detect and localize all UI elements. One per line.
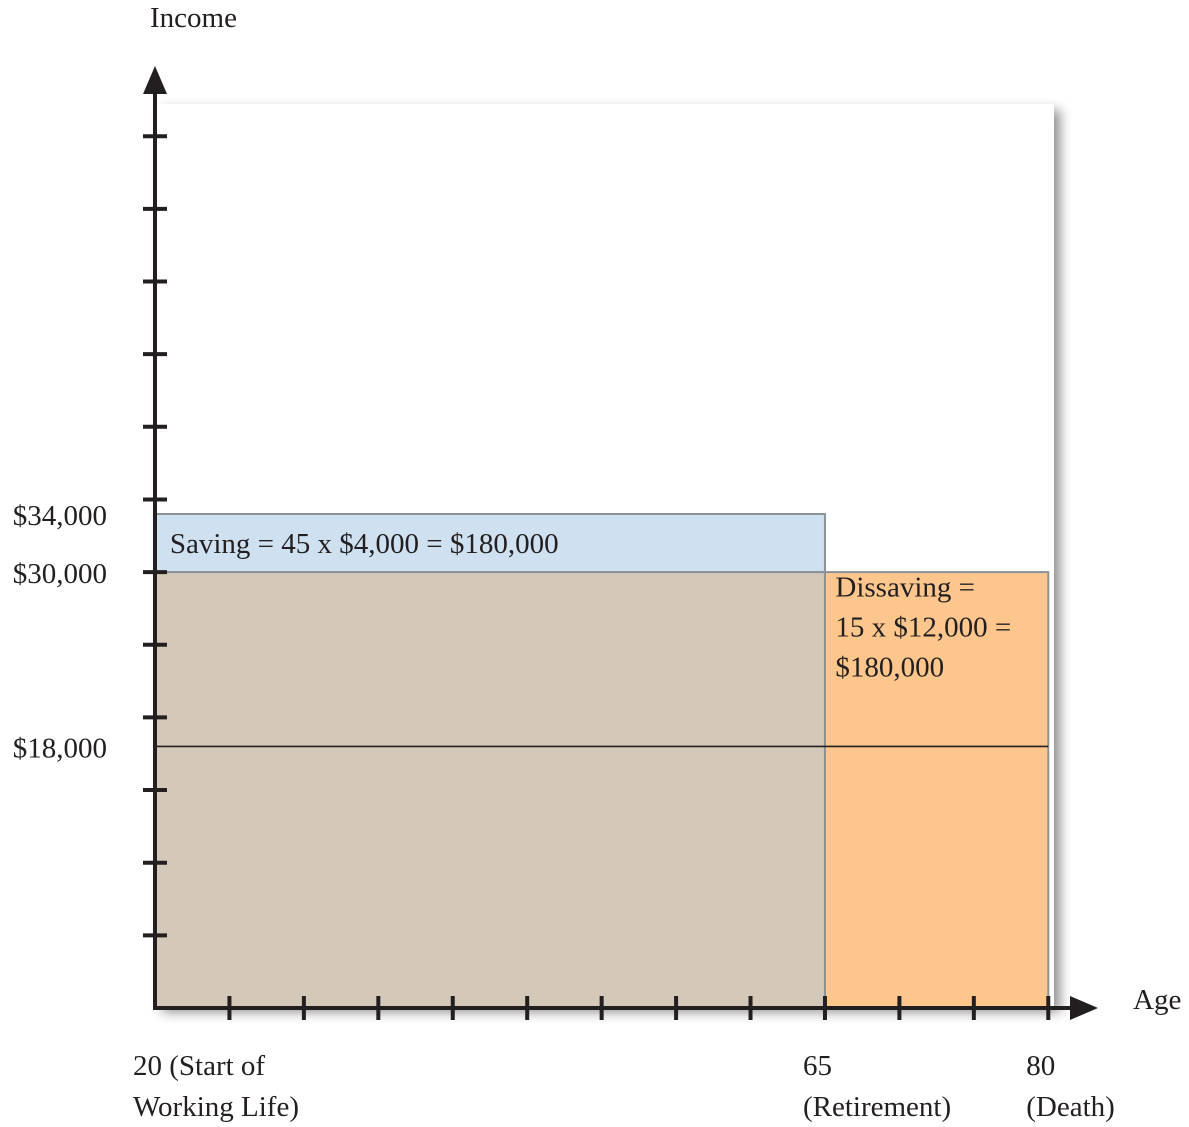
y-tick-label: $30,000: [13, 558, 107, 590]
x-tick-group: [227, 996, 1051, 1020]
region-group: [154, 512, 1050, 1009]
dissaving-annotation: Dissaving = 15 x $12,000 = $180,000: [835, 572, 1011, 684]
x-tick-label-line: 20 (Start of: [133, 1050, 265, 1082]
saving-annotation-line: Saving = 45 x $4,000 = $180,000: [170, 528, 559, 560]
x-tick-label-line: 80: [1026, 1050, 1055, 1082]
x-tick-label-line: (Death): [1026, 1091, 1115, 1123]
y-tick-label: $18,000: [13, 732, 107, 764]
x-tick-label-line: Working Life): [133, 1091, 299, 1123]
x-tick-label: 80 (Death): [1026, 1050, 1115, 1123]
x-tick-label-group: 20 (Start of Working Life) 65 (Retirement) 8…: [133, 1050, 1115, 1123]
dissaving-annotation-line: $180,000: [835, 652, 944, 684]
dissaving-annotation-line: 15 x $12,000 =: [835, 612, 1011, 644]
region-dissaving: [823, 571, 1050, 1009]
annotation-group: Saving = 45 x $4,000 = $180,000 Dissaving…: [170, 528, 1011, 684]
region-saving: [154, 512, 826, 574]
y-axis-arrowhead: [143, 66, 167, 94]
y-tick-label-group: $34,000 $30,000 $18,000: [13, 500, 107, 764]
dissaving-annotation-line: Dissaving =: [835, 572, 975, 604]
y-axis-label: Income: [150, 2, 237, 34]
x-tick-label-line: 65: [803, 1050, 832, 1082]
x-tick-label-line: (Retirement): [803, 1091, 951, 1123]
y-tick-group: [143, 134, 167, 938]
x-axis-arrowhead: [1070, 996, 1098, 1020]
x-tick-label: 20 (Start of Working Life): [133, 1050, 299, 1123]
y-tick-label: $34,000: [13, 500, 107, 532]
saving-annotation: Saving = 45 x $4,000 = $180,000: [170, 528, 559, 560]
x-tick-label: 65 (Retirement): [803, 1050, 951, 1123]
region-consumption: [154, 571, 826, 1009]
x-axis-label: Age: [1133, 984, 1181, 1016]
